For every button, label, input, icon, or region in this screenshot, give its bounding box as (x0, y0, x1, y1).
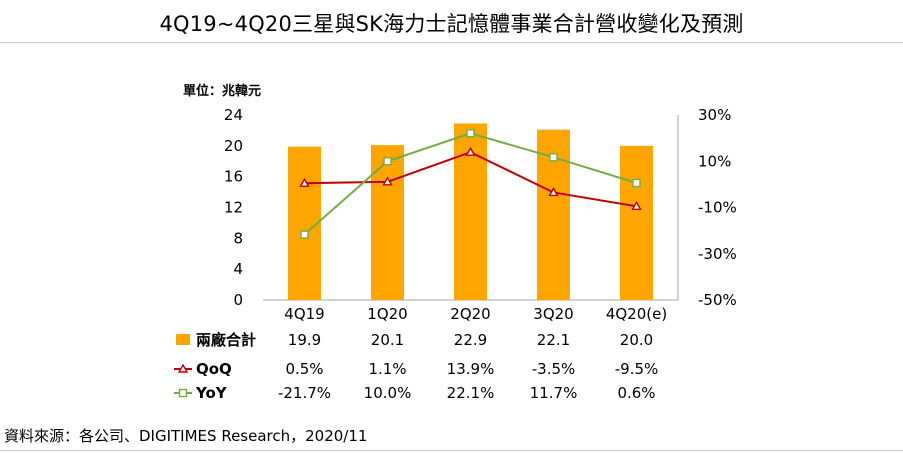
left-axis-tick: 0 (233, 291, 243, 309)
data-cell-qoq: -9.5% (615, 360, 659, 378)
data-cell-yoy: 22.1% (447, 384, 495, 402)
legend-label-兩廠合計: 兩廠合計 (196, 331, 256, 349)
left-axis-tick: 16 (224, 168, 243, 186)
data-cell-total: 22.9 (454, 331, 487, 349)
data-cell-total: 19.9 (288, 331, 321, 349)
data-cell-yoy: 0.6% (617, 384, 655, 402)
yoy-marker (383, 157, 392, 166)
legend-label-yoy: YoY (195, 384, 228, 402)
legend-marker (178, 388, 188, 398)
yoy-marker (632, 178, 641, 188)
yoy-marker (549, 153, 558, 162)
qoq-marker (382, 176, 393, 186)
legend-marker (177, 363, 189, 373)
chart-title: 4Q19~4Q20三星與SK海力士記憶體事業合計營收變化及預測 (159, 12, 744, 36)
data-cell-yoy: 10.0% (364, 384, 412, 402)
data-cell-total: 22.1 (537, 331, 570, 349)
source-note: 資料來源：各公司、DIGITIMES Research，2020/11 (4, 427, 368, 445)
left-axis-tick: 20 (224, 137, 243, 155)
left-axis-tick: 24 (224, 106, 243, 124)
data-cell-yoy: -21.7% (278, 384, 331, 402)
category-label: 4Q20(e) (606, 305, 667, 323)
unit-label: 單位：兆韓元 (183, 83, 261, 99)
data-cell-qoq: -3.5% (532, 360, 576, 378)
qoq-marker (299, 177, 310, 187)
data-cell-total: 20.1 (371, 331, 404, 349)
category-label: 2Q20 (450, 305, 490, 323)
data-cell-qoq: 0.5% (285, 360, 323, 378)
bottom-divider (0, 450, 903, 451)
right-axis-tick: 30% (698, 106, 731, 124)
yoy-marker (466, 129, 475, 138)
qoq-marker (548, 187, 559, 197)
bar-1q20 (371, 145, 404, 300)
data-cell-qoq: 1.1% (368, 360, 406, 378)
data-cell-qoq: 13.9% (447, 360, 495, 378)
data-cell-total: 20.0 (620, 331, 653, 349)
left-axis-tick: 4 (233, 260, 243, 278)
qoq-marker (631, 200, 642, 211)
left-axis-tick: 8 (233, 229, 243, 247)
legend-swatch-bar (176, 334, 190, 345)
bar-4q19 (288, 146, 321, 300)
right-axis-tick: -10% (698, 199, 737, 217)
bar-4q20e (620, 145, 653, 300)
data-cell-yoy: 11.7% (530, 384, 578, 402)
category-label: 1Q20 (367, 305, 407, 323)
left-axis-tick: 12 (224, 199, 243, 217)
category-label: 3Q20 (533, 305, 573, 323)
right-axis-tick: -50% (698, 291, 737, 309)
title-divider (0, 42, 903, 43)
right-axis-tick: -30% (698, 245, 737, 263)
yoy-marker (300, 230, 309, 239)
legend-label-qoq: QoQ (196, 360, 232, 378)
qoq-marker (465, 146, 476, 156)
right-axis-tick: 10% (698, 152, 731, 170)
category-label: 4Q19 (284, 305, 324, 323)
